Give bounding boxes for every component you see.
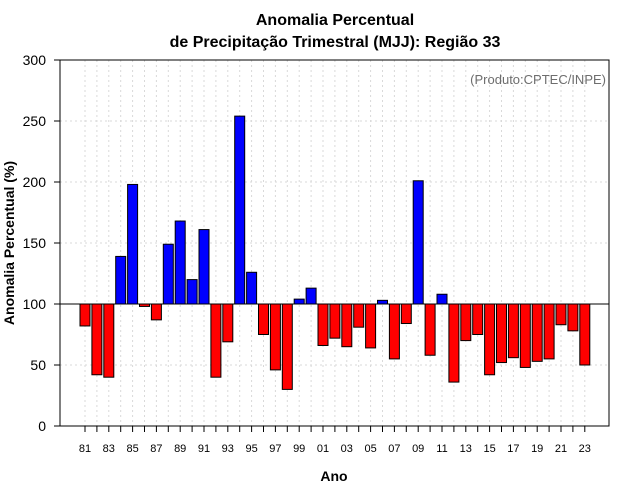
y-tick-label: 50	[30, 357, 46, 373]
y-tick-label: 250	[23, 113, 47, 129]
bar-88	[162, 243, 174, 305]
y-tick-label: 0	[38, 418, 46, 434]
bar-90	[186, 279, 198, 305]
bar-19	[531, 303, 543, 362]
y-tick-label: 150	[23, 235, 47, 251]
bar-05	[365, 303, 377, 349]
x-tick-label: 15	[483, 443, 495, 455]
x-tick-label: 95	[245, 443, 257, 455]
credit-label: (Produto:CPTEC/INPE)	[470, 72, 606, 87]
x-axis: 81 83 85 87 89 91 93 95 97 99 01 03 05 07 09 11 13 15 17 19…	[79, 426, 591, 455]
bar-15	[484, 303, 496, 376]
x-tick-label: 87	[150, 443, 162, 455]
bar-18	[519, 303, 531, 368]
bar-82	[91, 303, 103, 376]
bar-97	[269, 303, 281, 371]
bar-02	[329, 303, 341, 339]
x-tick-label: 89	[174, 443, 186, 455]
y-tick-label: 200	[23, 174, 47, 190]
bar-23	[579, 303, 591, 366]
bar-95	[246, 271, 258, 305]
bar-17	[507, 303, 519, 359]
bar-07	[388, 303, 400, 360]
bar-84	[115, 255, 127, 305]
bar-81	[79, 303, 91, 327]
bar-09	[412, 180, 424, 305]
y-tick-label: 300	[23, 52, 47, 68]
bar-22	[567, 303, 579, 332]
x-axis-title: Ano	[320, 468, 347, 484]
x-tick-label: 81	[79, 443, 91, 455]
x-tick-label: 97	[269, 443, 281, 455]
x-tick-label: 03	[341, 443, 353, 455]
bar-08	[400, 303, 412, 325]
bar-13	[460, 303, 472, 342]
x-tick-label: 85	[126, 443, 138, 455]
x-tick-label: 99	[293, 443, 305, 455]
x-tick-label: 19	[531, 443, 543, 455]
bar-11	[436, 293, 448, 305]
grid-lines	[60, 59, 609, 427]
bar-83	[103, 303, 115, 378]
x-tick-label: 05	[364, 443, 376, 455]
bar-01	[317, 303, 329, 346]
bar-85	[127, 183, 139, 305]
bar-99	[293, 298, 305, 305]
x-tick-label: 01	[317, 443, 329, 455]
x-tick-label: 21	[555, 443, 567, 455]
bar-96	[258, 303, 269, 335]
chart-title-line2: de Precipitação Trimestral (MJJ): Região…	[170, 34, 501, 51]
x-tick-label: 93	[222, 443, 234, 455]
bar-89	[174, 220, 186, 305]
x-tick-label: 09	[412, 443, 424, 455]
bar-06	[377, 299, 388, 305]
bar-98	[281, 303, 293, 390]
bar-00	[305, 287, 317, 305]
bar-21	[555, 303, 567, 326]
x-tick-label: 11	[436, 443, 447, 455]
y-axis-title: Anomalia Percentual (%)	[1, 161, 17, 325]
bar-94	[234, 115, 246, 305]
bar-14	[472, 303, 484, 335]
bar-91	[198, 229, 210, 305]
x-tick-label: 13	[460, 443, 472, 455]
chart-title-line1: Anomalia Percentual	[256, 12, 414, 29]
bar-20	[543, 303, 555, 360]
bar-92	[210, 303, 222, 378]
bar-16	[496, 303, 507, 364]
x-tick-label: 23	[579, 443, 591, 455]
y-tick-label: 100	[23, 296, 47, 312]
bar-03	[341, 303, 353, 348]
x-tick-label: 83	[103, 443, 115, 455]
bar-93	[222, 303, 234, 343]
bars	[79, 115, 591, 390]
y-axis: 0 50 100 150 200 250 300	[23, 52, 60, 434]
x-tick-label: 07	[388, 443, 400, 455]
bar-12	[448, 303, 460, 383]
bar-10	[424, 303, 436, 356]
x-tick-label: 17	[507, 443, 519, 455]
bar-87	[150, 303, 162, 321]
x-tick-label: 91	[198, 443, 210, 455]
bar-04	[353, 303, 365, 328]
